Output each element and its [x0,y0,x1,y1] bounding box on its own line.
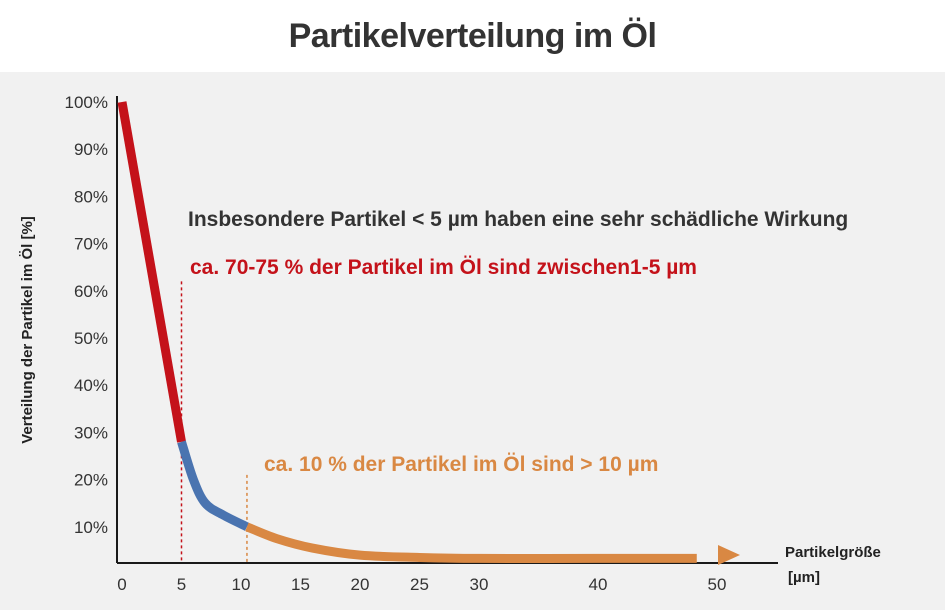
x-tick-label: 40 [589,575,608,594]
annotation-main: Insbesondere Partikel < 5 µm haben eine … [188,208,848,231]
series-line-0 [117,101,186,443]
orange-arrow-head [718,545,740,565]
x-tick-label: 50 [708,575,727,594]
y-tick-label: 100% [65,93,108,112]
x-tick-label: 20 [351,575,370,594]
plot-background [0,72,945,610]
y-tick-labels: 10% 20% 30% 40% 50% 60% 70% 80% 90% 100% [65,93,108,537]
x-axis-label-line2: [µm] [788,569,820,586]
x-tick-label: 0 [117,575,126,594]
y-tick-label: 60% [74,282,108,301]
y-tick-label: 40% [74,376,108,395]
series-line-2 [245,522,697,563]
y-tick-label: 10% [74,518,108,537]
x-tick-label: 25 [410,575,429,594]
series-line-1 [177,440,249,531]
y-tick-label: 90% [74,140,108,159]
x-tick-label: 10 [232,575,251,594]
y-tick-label: 30% [74,423,108,442]
x-tick-labels: 0 5 10 15 20 25 30 40 50 [117,575,726,594]
x-tick-label: 30 [470,575,489,594]
series-lines [117,101,697,563]
title-band: Partikelverteilung im Öl [0,0,945,72]
annotation-orange: ca. 10 % der Partikel im Öl sind > 10 µm [264,453,658,476]
x-axis-label-line1: Partikelgröße [785,544,881,561]
y-tick-label: 20% [74,471,108,490]
y-tick-label: 70% [74,235,108,254]
annotation-red: ca. 70-75 % der Partikel im Öl sind zwis… [190,256,697,279]
y-axis-label: Verteilung der Partikel im Öl [%] [19,216,36,444]
y-tick-label: 80% [74,187,108,206]
x-tick-label: 5 [177,575,186,594]
x-tick-label: 15 [291,575,310,594]
chart-title: Partikelverteilung im Öl [288,16,657,55]
y-tick-label: 50% [74,329,108,348]
